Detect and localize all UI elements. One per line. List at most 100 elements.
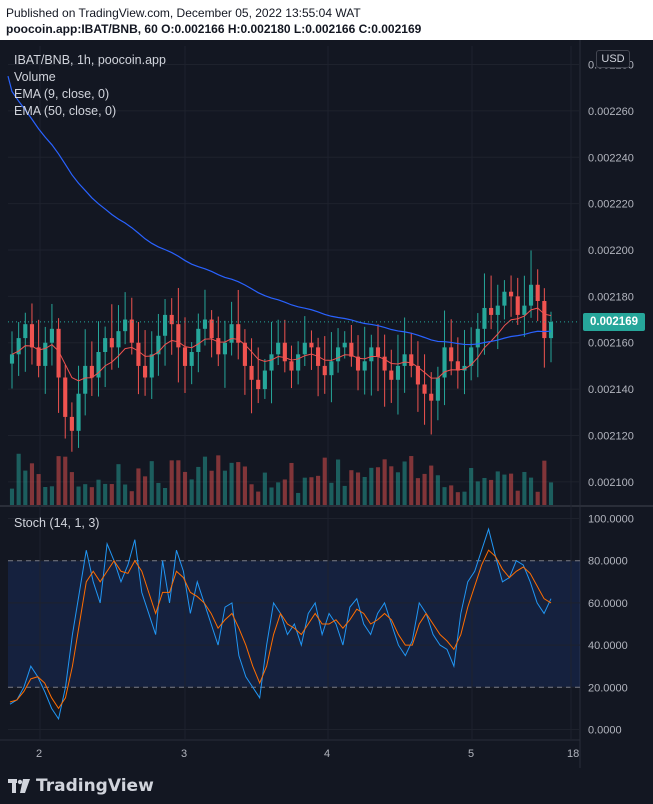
candle-body [76,393,81,431]
volume-bar [489,479,494,505]
volume-bar [495,471,500,505]
candle-body [182,347,188,366]
volume-bar [176,460,181,505]
volume-bar [482,477,487,505]
candle-body [276,342,281,355]
volume-bar [103,483,108,505]
volume-bar [109,484,114,505]
volume-bar [322,457,327,505]
volume-bar [169,460,174,505]
volume-bar [83,484,88,505]
candle-body [89,365,94,378]
volume-bar [309,477,314,505]
candle-body [196,328,201,352]
candle-body [162,314,168,336]
volume-bar [16,453,21,505]
candle-body [389,370,394,380]
legend-ema9[interactable]: EMA (9, close, 0) [14,87,110,101]
price-tick-label: 0.002140 [588,384,634,396]
volume-bar [182,471,188,505]
volume-bar [89,487,94,505]
candle-body [548,321,554,339]
volume-bar [282,479,287,505]
volume-bar [422,473,427,505]
price-tick-label: 0.002240 [588,152,634,164]
candle-body [355,356,361,371]
price-tick-label: 0.002200 [588,245,634,257]
volume-bar [209,470,214,505]
time-tick-label: 2 [36,748,42,760]
stoch-legend[interactable]: Stoch (14, 1, 3) [14,516,100,530]
candle-body [49,328,54,343]
volume-bar [196,466,201,505]
volume-bar [429,465,434,505]
volume-bar [96,479,101,505]
price-tick-label: 0.002260 [588,106,634,118]
volume-bar [36,474,41,505]
legend-ema50[interactable]: EMA (50, close, 0) [14,104,117,118]
candle-body [395,365,401,380]
volume-bar [216,455,221,505]
volume-bar [116,464,121,505]
candle-body [103,338,108,352]
volume-bar [129,491,134,505]
candle-body [362,361,367,371]
candle-body [369,347,374,362]
candle-body [495,305,500,315]
volume-bar [342,485,347,505]
candle-body [216,338,221,355]
candle-body [202,319,208,329]
volume-bar [442,487,447,505]
volume-bar [136,468,141,505]
candle-body [482,307,487,329]
candle-body [16,338,21,355]
tradingview-logo[interactable]: TradingView [8,776,154,796]
candle-body [143,365,148,378]
stoch-d-line [9,549,552,710]
candle-body [296,354,301,371]
volume-bar [202,456,208,505]
volume-bar [256,491,261,505]
volume-bar [43,486,48,505]
volume-bar [229,462,234,505]
price-tick-label: 0.002160 [588,338,634,350]
volume-bar [515,490,520,505]
volume-bar [242,466,247,505]
candle-body [189,352,194,366]
candle-body [262,370,267,390]
volume-bar [143,476,148,505]
volume-bar [548,482,554,505]
volume-bar [69,472,74,505]
candle-body [69,416,74,431]
volume-bar [382,459,387,505]
price-tick-label: 0.002180 [588,291,634,303]
volume-bar [29,463,35,505]
volume-bar [475,481,480,505]
candle-body [269,354,274,371]
tradingview-logo-icon [8,779,30,793]
volume-bar [335,459,341,505]
volume-bar [469,468,474,505]
currency-button[interactable]: USD [596,50,630,68]
time-tick-label: 5 [468,748,474,760]
volume-bar [355,472,361,505]
candle-body [23,324,28,339]
candle-body [236,324,241,343]
ema50-line [7,75,552,346]
candle-body [462,365,467,371]
candle-body [422,384,427,394]
candle-body [335,347,341,362]
candle-body [382,356,387,371]
time-tick-label: 18 [567,748,579,760]
tradingview-wordmark: TradingView [36,776,154,796]
volume-bar [402,461,407,505]
volume-bar [435,475,440,505]
volume-bar [502,474,507,505]
candle-body [9,354,15,364]
candle-body [489,307,494,315]
legend-volume[interactable]: Volume [14,70,56,84]
candle-body [309,342,314,348]
legend-symbol[interactable]: IBAT/BNB, 1h, poocoin.app [14,53,166,67]
volume-bar [462,491,467,505]
